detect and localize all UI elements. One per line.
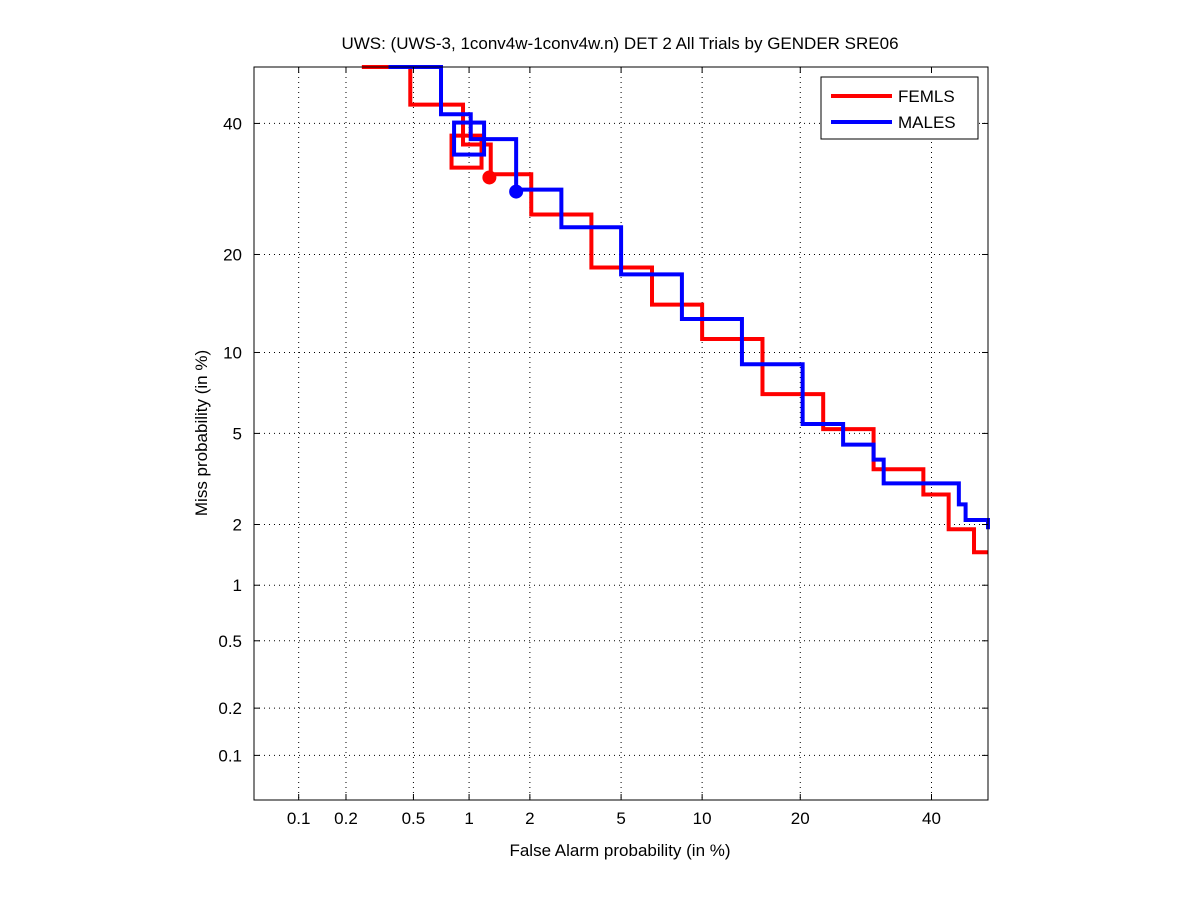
x-tick-label: 40 (922, 809, 941, 828)
x-tick-label: 0.5 (402, 809, 426, 828)
act-dcf-circle-marker (509, 184, 524, 199)
ticks: 0.1 0.2 0.5 1 2 5 10 20 40 0.1 0.2 0.5 1 2 5 10 20 40 (218, 67, 988, 828)
y-tick-label: 10 (223, 343, 242, 362)
y-tick-label: 2 (233, 515, 242, 534)
x-tick-label: 0.2 (334, 809, 358, 828)
y-tick-label: 20 (223, 245, 242, 264)
x-tick-label: 2 (525, 809, 534, 828)
x-tick-label: 10 (693, 809, 712, 828)
y-tick-label: 0.1 (218, 746, 242, 765)
series-layer (361, 65, 990, 555)
min-dcf-square-marker (449, 133, 484, 170)
y-tick-label: 0.2 (218, 699, 242, 718)
series-line-males (388, 65, 990, 530)
legend: FEMLS MALES (820, 76, 979, 140)
y-tick-label: 5 (233, 424, 242, 443)
y-axis-label: Miss probability (in %) (192, 350, 211, 516)
x-tick-label: 20 (791, 809, 810, 828)
x-axis-label: False Alarm probability (in %) (509, 841, 730, 860)
legend-label-femls: FEMLS (898, 87, 955, 106)
y-tick-label: 1 (233, 576, 242, 595)
legend-box (820, 76, 979, 140)
grid (254, 67, 988, 800)
y-tick-label: 40 (223, 114, 242, 133)
y-tick-label: 0.5 (218, 632, 242, 651)
legend-label-males: MALES (898, 113, 956, 132)
series-line-femls (361, 65, 988, 555)
chart-title: UWS: (UWS-3, 1conv4w-1conv4w.n) DET 2 Al… (341, 34, 898, 53)
x-tick-label: 1 (464, 809, 473, 828)
x-tick-label: 0.1 (287, 809, 311, 828)
x-tick-label: 5 (616, 809, 625, 828)
min-dcf-square-marker (452, 120, 487, 157)
act-dcf-circle-marker (482, 170, 497, 185)
